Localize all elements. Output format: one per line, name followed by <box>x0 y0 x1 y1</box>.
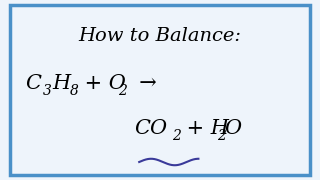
Text: H: H <box>52 74 70 93</box>
Text: CO: CO <box>134 119 168 138</box>
Text: 3: 3 <box>43 84 52 98</box>
Text: How to Balance:: How to Balance: <box>78 27 242 45</box>
Text: →: → <box>126 74 156 93</box>
Text: 2: 2 <box>118 84 127 98</box>
Text: + H: + H <box>180 119 229 138</box>
Text: C: C <box>26 74 42 93</box>
Text: O: O <box>224 119 241 138</box>
Text: 2: 2 <box>172 129 181 143</box>
Text: + O: + O <box>78 74 126 93</box>
Text: 8: 8 <box>70 84 79 98</box>
Text: 2: 2 <box>217 129 226 143</box>
